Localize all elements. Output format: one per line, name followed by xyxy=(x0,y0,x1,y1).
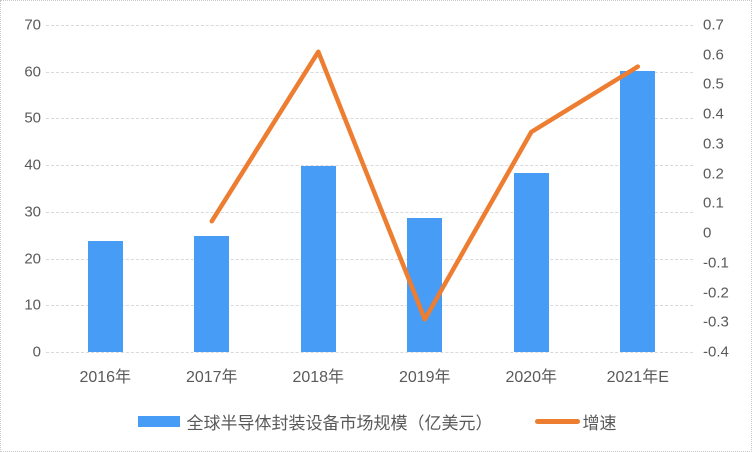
bar-2018年 xyxy=(300,165,336,352)
left-axis-tick-30: 30 xyxy=(24,203,41,221)
gridline-50 xyxy=(46,118,693,120)
legend: 全球半导体封装设备市场规模（亿美元） 增速 xyxy=(1,407,751,435)
left-axis-tick-10: 10 xyxy=(24,296,41,314)
x-axis-label-2018年: 2018年 xyxy=(292,369,345,386)
legend-item-growth: 增速 xyxy=(534,409,617,434)
x-axis-label-2016年: 2016年 xyxy=(79,369,132,386)
gridline-10 xyxy=(46,305,693,307)
x-axis-label-2019年: 2019年 xyxy=(398,369,451,386)
x-axis-label-2021年E: 2021年E xyxy=(606,369,669,386)
right-axis-tick-0.1: 0.1 xyxy=(703,194,724,212)
right-axis-tick--0.4: -0.4 xyxy=(703,343,729,361)
left-axis-tick-50: 50 xyxy=(24,109,41,127)
legend-item-market-size: 全球半导体封装设备市场规模（亿美元） xyxy=(137,409,493,434)
right-axis-tick-0.4: 0.4 xyxy=(703,105,724,123)
gridline-0 xyxy=(46,352,693,353)
gridline-20 xyxy=(46,258,693,260)
bar-2019年 xyxy=(407,218,443,352)
right-axis-tick-0.6: 0.6 xyxy=(703,46,724,64)
right-axis-tick-0.5: 0.5 xyxy=(703,75,724,93)
right-axis-tick-0.3: 0.3 xyxy=(703,135,724,153)
right-axis-tick--0.2: -0.2 xyxy=(703,284,729,302)
left-axis-tick-70: 70 xyxy=(24,16,41,34)
legend-label-market-size: 全球半导体封装设备市场规模（亿美元） xyxy=(186,413,493,433)
right-axis-tick--0.3: -0.3 xyxy=(703,313,729,331)
x-axis-label-2020年: 2020年 xyxy=(505,369,558,386)
gridline-70 xyxy=(46,25,693,26)
bar-series-swatch xyxy=(137,415,180,427)
x-axis-label-2017年: 2017年 xyxy=(185,369,238,386)
bar-2017年 xyxy=(194,236,230,352)
left-axis-tick-0: 0 xyxy=(32,343,41,361)
left-axis-tick-20: 20 xyxy=(24,250,41,268)
line-series-swatch xyxy=(534,418,580,424)
right-axis-tick-0: 0 xyxy=(703,224,712,242)
gridline-60 xyxy=(46,71,693,73)
bar-2021年E xyxy=(620,71,656,352)
gridline-40 xyxy=(46,165,693,167)
gridline-30 xyxy=(46,211,693,213)
right-axis-tick--0.1: -0.1 xyxy=(703,254,729,272)
right-axis-tick-0.7: 0.7 xyxy=(703,16,724,34)
left-axis-tick-60: 60 xyxy=(24,63,41,81)
right-axis-tick-0.2: 0.2 xyxy=(703,165,724,183)
legend-label-growth: 增速 xyxy=(582,413,617,433)
left-axis-tick-40: 40 xyxy=(24,156,41,174)
bar-2016年 xyxy=(87,240,123,352)
bar-2020年 xyxy=(513,172,549,352)
